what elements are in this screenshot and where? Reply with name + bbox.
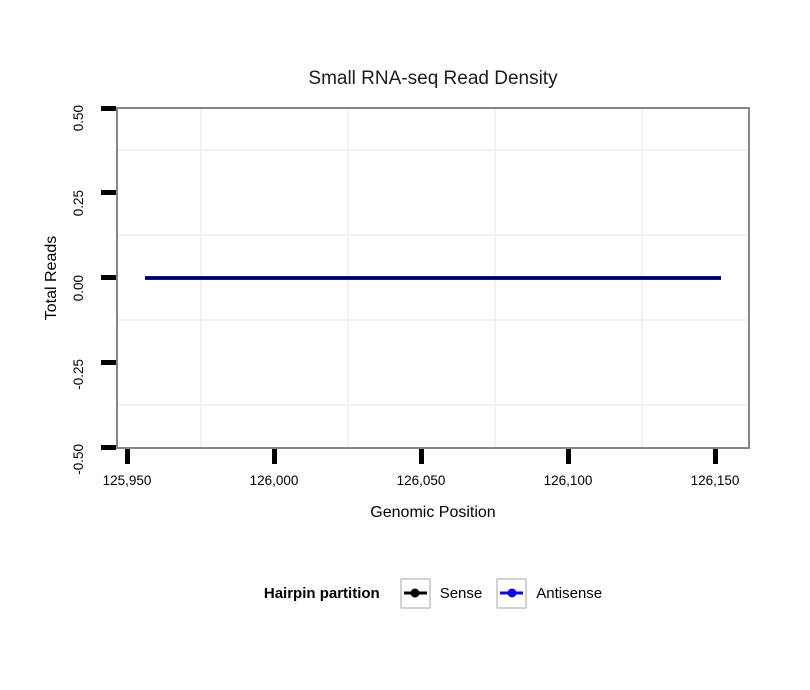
x-axis-title: Genomic Position — [370, 504, 496, 521]
x-axis-tick — [124, 449, 130, 464]
series-line-sense — [144, 276, 721, 279]
minor-gridline-horizontal — [118, 149, 748, 152]
y-tick-label-text: 0.25 — [71, 189, 86, 217]
legend-keys: Sense Antisense — [399, 577, 603, 609]
y-axis-tick — [101, 359, 116, 365]
x-axis-tick — [418, 449, 424, 464]
minor-gridline-horizontal — [118, 403, 748, 406]
x-tick-label: 126,150 — [690, 473, 740, 488]
y-axis-tick — [101, 105, 116, 111]
x-tick-label: 126,050 — [396, 473, 446, 488]
y-axis-tick — [101, 275, 116, 280]
y-tick-label-text: 0.00 — [71, 274, 86, 301]
minor-gridline-horizontal — [118, 234, 748, 237]
legend-key-point-icon — [410, 588, 420, 598]
x-tick-label: 126,000 — [249, 473, 299, 488]
x-axis-tick — [565, 449, 571, 464]
y-axis-title-text: Total Reads — [43, 235, 60, 321]
chart-title: Small RNA-seq Read Density — [308, 68, 558, 89]
legend-key-box — [399, 577, 431, 609]
legend-title: Hairpin partition — [263, 584, 380, 602]
legend-entry-sense: Sense — [399, 577, 483, 609]
legend-key-point-icon — [507, 588, 517, 598]
y-tick-label-text: 0.50 — [71, 105, 86, 132]
y-axis-tick — [101, 444, 116, 450]
plot-panel — [116, 107, 750, 449]
minor-gridline-horizontal — [118, 318, 748, 321]
y-axis-tick — [101, 190, 116, 196]
legend-label-antisense: Antisense — [536, 584, 603, 602]
x-tick-label: 126,100 — [543, 473, 593, 488]
legend-key-box — [496, 577, 528, 609]
legend-label-sense: Sense — [439, 584, 483, 602]
y-tick-label-text: -0.25 — [71, 359, 86, 391]
x-tick-label: 125,950 — [102, 473, 152, 488]
x-axis-tick — [271, 449, 277, 464]
x-axis-tick — [712, 449, 718, 464]
legend-entry-antisense: Antisense — [496, 577, 603, 609]
legend: Hairpin partition Sense Antisense — [116, 575, 750, 611]
y-tick-label-text: -0.50 — [71, 444, 86, 475]
